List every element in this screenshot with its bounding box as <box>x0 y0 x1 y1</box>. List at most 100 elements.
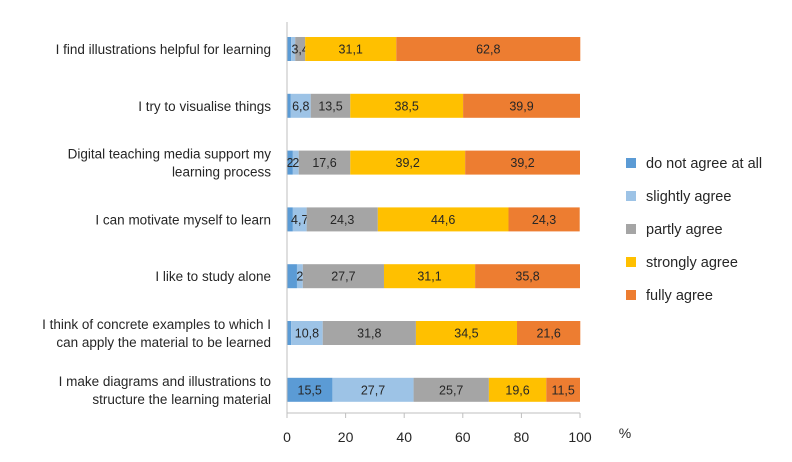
data-label: 21,6 <box>536 327 560 341</box>
x-tick-label: 60 <box>455 429 471 445</box>
legend-label: partly agree <box>646 222 723 238</box>
bar-segment <box>291 321 323 345</box>
data-label: 11,5 <box>551 383 574 397</box>
legend-swatch <box>626 224 636 234</box>
legend-label: strongly agree <box>646 255 738 271</box>
category-labels: I find illustrations helpful for learnin… <box>42 42 271 407</box>
x-tick-label: 40 <box>396 429 412 445</box>
bar-segment <box>396 37 581 61</box>
bar-segment <box>287 377 333 402</box>
bar-segment <box>298 150 351 175</box>
data-label: 62,8 <box>476 43 500 57</box>
bar-segment <box>322 321 416 345</box>
category-label-line: Digital teaching media support my <box>68 147 272 162</box>
data-label: 24,3 <box>532 213 556 227</box>
bar-segment <box>413 377 489 402</box>
category-label: I try to visualise things <box>138 99 271 114</box>
category-label-line: I can motivate myself to learn <box>95 212 271 227</box>
data-label: 4,7 <box>291 213 308 227</box>
category-label: I find illustrations helpful for learnin… <box>56 42 271 57</box>
bar-segment <box>295 37 306 61</box>
bar-segment <box>292 207 307 232</box>
data-label: 6,8 <box>292 99 309 113</box>
bar-segment <box>350 150 466 175</box>
data-label: 2 <box>292 156 299 170</box>
category-label-line: learning process <box>172 165 271 180</box>
category-label: I can motivate myself to learn <box>95 212 271 227</box>
data-label: 31,1 <box>417 270 441 284</box>
data-label: 27,7 <box>361 383 385 397</box>
x-tick-label: 20 <box>338 429 354 445</box>
data-label: 10,8 <box>295 327 319 341</box>
data-label: 34,5 <box>454 327 478 341</box>
x-axis-label: % <box>619 425 631 441</box>
bar-segment <box>291 37 296 61</box>
legend-label: fully agree <box>646 288 713 304</box>
bar-segment <box>465 150 580 175</box>
legend-swatch <box>626 290 636 300</box>
bar-segment <box>290 93 311 118</box>
bar-segment <box>310 93 351 118</box>
category-label-line: structure the learning material <box>92 392 271 407</box>
bar-segment <box>517 321 581 345</box>
bar-segment <box>377 207 509 232</box>
data-label: 31,1 <box>339 43 363 57</box>
bar-segment <box>488 377 547 402</box>
bar-segment <box>305 37 397 61</box>
bar-segment <box>287 207 293 232</box>
data-label: 25,7 <box>439 383 463 397</box>
bar-segment <box>292 150 299 175</box>
data-label: 39,9 <box>509 99 533 113</box>
bar-segment <box>508 207 580 232</box>
legend-swatch <box>626 191 636 201</box>
legend-label: slightly agree <box>646 189 731 205</box>
data-label: 27,7 <box>331 270 355 284</box>
bar-segment <box>302 264 384 289</box>
bar-segment <box>287 264 297 289</box>
category-label-line: I find illustrations helpful for learnin… <box>56 42 271 57</box>
x-axis: 0 20 40 60 80 100% <box>283 22 631 445</box>
data-label: 13,5 <box>318 99 342 113</box>
x-tick-label: 80 <box>514 429 530 445</box>
bar-segment <box>287 150 293 175</box>
legend-swatch <box>626 257 636 267</box>
category-label-line: I like to study alone <box>155 269 271 284</box>
bar-segment <box>463 93 580 118</box>
x-tick-label: 100 <box>568 429 592 445</box>
bar-segment <box>546 377 580 402</box>
data-label: 24,3 <box>330 213 354 227</box>
data-label: 19,6 <box>505 383 529 397</box>
category-label-line: I make diagrams and illustrations to <box>59 374 271 389</box>
bar-segment <box>350 93 464 118</box>
bars-layer: 3,4 31,1 62,86,8 13,5 38,5 39,922 17,6 39,2 39,2… <box>286 37 581 402</box>
bar-segment <box>287 37 292 61</box>
data-label: 35,8 <box>515 270 539 284</box>
data-label: 3,4 <box>291 43 308 57</box>
data-label: 39,2 <box>510 156 534 170</box>
bar-segment <box>306 207 378 232</box>
category-label-line: I try to visualise things <box>138 99 271 114</box>
data-label: 17,6 <box>312 156 336 170</box>
data-label: 31,8 <box>357 327 381 341</box>
legend-swatch <box>626 158 636 168</box>
category-label: Digital teaching media support my learnin… <box>68 147 272 180</box>
bar-segment <box>415 321 518 345</box>
data-label: 2 <box>286 156 293 170</box>
legend: do not agree at all slightly agree partly … <box>626 156 762 304</box>
bar-segment <box>296 264 303 289</box>
data-label: 44,6 <box>431 213 455 227</box>
bar-segment <box>287 321 292 345</box>
category-label-line: I think of concrete examples to which I <box>42 317 271 332</box>
data-label: 38,5 <box>395 99 419 113</box>
data-label: 2 <box>296 270 303 284</box>
category-label: I make diagrams and illustrations to stru… <box>59 374 271 407</box>
bar-segment <box>287 93 291 118</box>
category-label: I think of concrete examples to which I c… <box>42 317 271 350</box>
bar-segment <box>475 264 580 289</box>
category-label: I like to study alone <box>155 269 271 284</box>
bar-segment <box>332 377 414 402</box>
x-tick-label: 0 <box>283 429 291 445</box>
category-label-line: can apply the material to be learned <box>56 335 271 350</box>
bar-segment <box>383 264 476 289</box>
